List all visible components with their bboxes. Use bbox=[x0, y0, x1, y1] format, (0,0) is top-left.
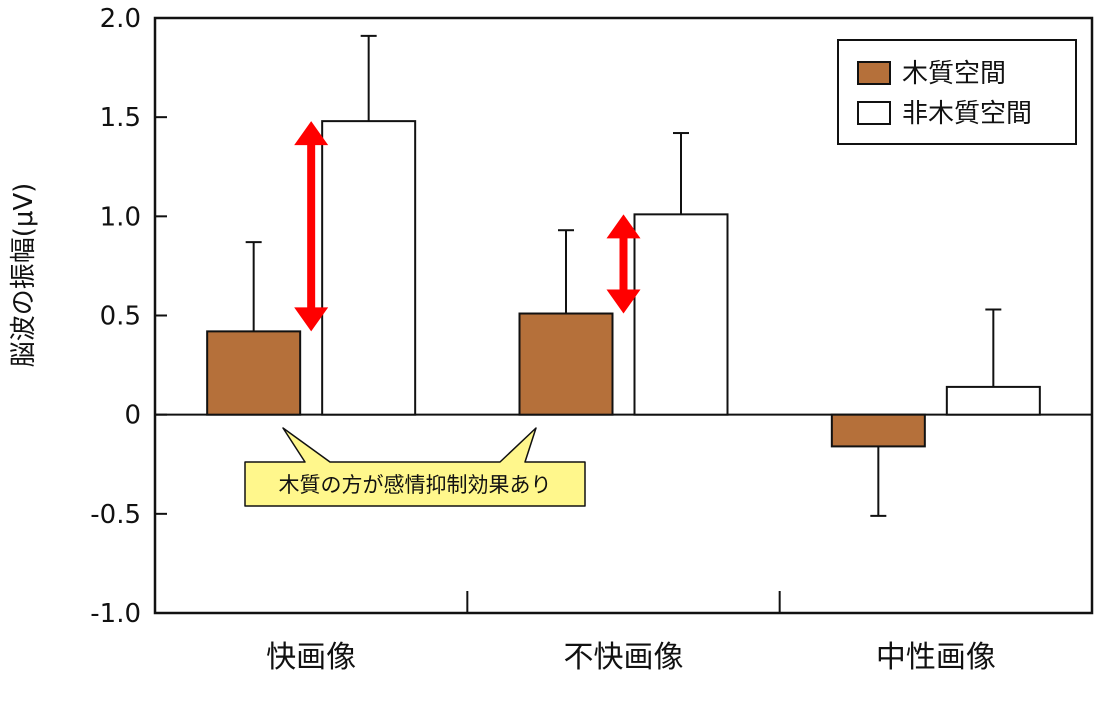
y-tick-label: -1.0 bbox=[90, 599, 141, 629]
x-category-label: 中性画像 bbox=[876, 640, 996, 675]
legend-swatch bbox=[857, 61, 891, 85]
legend-label: 非木質空間 bbox=[902, 99, 1032, 129]
difference-arrow bbox=[294, 121, 329, 332]
bar-nonwood bbox=[945, 385, 1041, 416]
annotation-text: 木質の方が感情抑制効果あり bbox=[279, 473, 552, 497]
bar-wood bbox=[518, 312, 614, 416]
legend-swatch bbox=[857, 101, 891, 125]
y-tick-label: 0.5 bbox=[100, 302, 141, 332]
x-category-label: 不快画像 bbox=[564, 640, 684, 675]
legend-label: 木質空間 bbox=[902, 59, 1006, 89]
annotation-callout: 木質の方が感情抑制効果あり bbox=[244, 427, 586, 507]
difference-arrow bbox=[606, 214, 641, 314]
y-tick-label: 1.5 bbox=[100, 103, 141, 133]
bar-wood bbox=[830, 413, 926, 448]
bar-nonwood bbox=[633, 213, 729, 416]
x-category-label: 快画像 bbox=[266, 640, 356, 675]
y-tick-label: 1.0 bbox=[100, 202, 141, 232]
y-tick-label: 2.0 bbox=[100, 4, 141, 34]
y-tick-label: -0.5 bbox=[90, 500, 141, 530]
legend-box bbox=[837, 39, 1077, 145]
y-tick-label: 0 bbox=[124, 401, 141, 431]
plot-area: 2.0 1.5 1.0 0.5 0 -0.5 -1.0 快画像 不快画像 中性画像 木質空間非木質空… bbox=[90, 4, 1094, 675]
bar-nonwood bbox=[321, 120, 417, 416]
annotation-bubble bbox=[244, 427, 586, 507]
bar-wood bbox=[206, 330, 302, 416]
y-axis-label: 脳波の振幅(μV) bbox=[9, 183, 39, 368]
